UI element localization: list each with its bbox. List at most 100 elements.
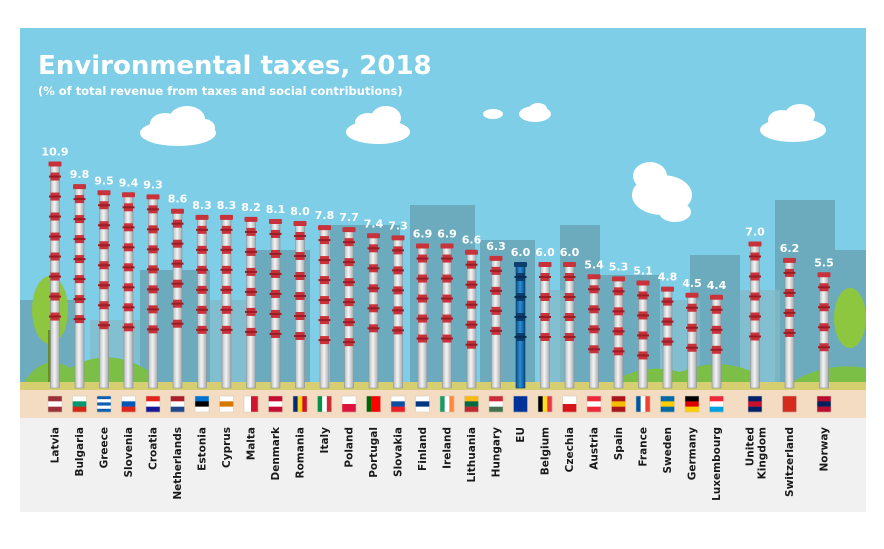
- category-label-line: Belgium: [540, 427, 552, 475]
- value-label-united-kingdom: 7.0: [745, 226, 765, 239]
- flag-stripe: [547, 396, 553, 412]
- chimney-ring: [783, 331, 796, 334]
- flag-border: [243, 395, 259, 413]
- chimney-cap: [538, 262, 552, 267]
- cloud: [346, 106, 410, 144]
- flag-stripe: [489, 406, 503, 413]
- chimney-ring: [196, 248, 208, 251]
- chimney-cap: [293, 221, 307, 226]
- category-label-line: Romania: [295, 427, 307, 479]
- chimney-ring: [171, 282, 184, 285]
- flag-stripe: [366, 396, 372, 412]
- chimney-ring: [612, 350, 625, 353]
- flag-estonia: [194, 395, 210, 413]
- chimney-ring: [269, 272, 282, 275]
- chimney-ring: [392, 329, 404, 332]
- category-label-line: Spain: [613, 427, 625, 460]
- chimney-ring: [245, 330, 257, 333]
- chimney-ring: [122, 286, 135, 289]
- value-label-portugal: 7.4: [364, 217, 384, 230]
- flag-stripe: [293, 396, 298, 412]
- flag-stripe: [48, 396, 62, 402]
- country-flags: [47, 395, 832, 413]
- bar-austria: [587, 274, 601, 389]
- chimney-ring: [465, 343, 478, 346]
- chart-title: Environmental taxes, 2018: [38, 51, 432, 81]
- flag-border: [47, 395, 63, 413]
- chimney-ring: [171, 302, 184, 305]
- flag-romania: [292, 395, 308, 413]
- flag-stripe: [170, 401, 185, 407]
- flag-norway: [816, 395, 832, 413]
- chimney-cap: [563, 262, 576, 267]
- flag-slovenia: [121, 395, 136, 413]
- chimney-ring: [539, 316, 551, 318]
- flag-border: [72, 395, 87, 413]
- chimney-ring: [318, 279, 331, 282]
- flag-border: [562, 395, 577, 413]
- flag-stripe: [170, 406, 185, 413]
- chimney-ring: [818, 286, 830, 289]
- flag-border: [537, 395, 553, 413]
- category-label-switzerland: Switzerland: [784, 427, 796, 497]
- clouds: [140, 103, 826, 222]
- flag-stripe: [322, 396, 328, 412]
- value-label-poland: 7.7: [339, 211, 359, 224]
- chimney-ring: [147, 268, 159, 271]
- flag-border: [513, 395, 528, 413]
- flag-stripe: [709, 401, 724, 407]
- category-label-line: Netherlands: [172, 427, 184, 500]
- chimney-ring: [49, 315, 61, 318]
- category-label-line: United: [745, 427, 757, 466]
- flag-stripe: [244, 396, 252, 412]
- flag-border: [219, 395, 234, 413]
- value-label-estonia: 8.3: [192, 199, 212, 212]
- flag-slovakia: [390, 395, 406, 413]
- chimney-ring: [122, 306, 135, 309]
- bar-croatia: [146, 194, 160, 389]
- value-labels: 10.99.8 9.5 9.4 9.3 8.6 8.3 8.3 8.2 8.1 8.0 7.8 7.7…: [41, 146, 833, 292]
- category-label-line: Estonia: [197, 427, 209, 471]
- chimney-ring: [563, 276, 576, 278]
- value-label-slovenia: 9.4: [119, 176, 139, 189]
- value-label-netherlands: 8.6: [168, 193, 188, 206]
- category-label-united-kingdom: UnitedKingdom: [745, 427, 769, 479]
- chimney-ring: [441, 277, 453, 280]
- chimney-ring: [710, 328, 723, 331]
- value-label-italy: 7.8: [315, 209, 335, 222]
- chimney-body: [491, 258, 501, 389]
- flag-finland: [415, 395, 430, 413]
- chimney-ring: [122, 246, 135, 249]
- chimney-ring: [73, 318, 86, 321]
- chimney-ring: [612, 290, 625, 293]
- bar-latvia: [48, 161, 62, 389]
- category-label-malta: Malta: [246, 427, 258, 460]
- flag-denmark: [268, 395, 283, 413]
- chimney-cap: [748, 241, 762, 247]
- chimney-ring: [490, 269, 502, 272]
- flag-stripe: [489, 401, 503, 407]
- chimney-ring: [73, 278, 86, 281]
- category-label-hungary: Hungary: [491, 427, 503, 478]
- flag-stripe: [48, 401, 62, 407]
- category-label-greece: Greece: [99, 427, 111, 468]
- flag-stripe: [611, 396, 626, 402]
- chimney-ring: [269, 332, 282, 335]
- flag-stripe: [415, 406, 430, 413]
- chimney-ring: [318, 319, 331, 322]
- chimney-ring: [294, 315, 306, 317]
- chimney-ring: [343, 261, 355, 264]
- flag-stripe: [72, 401, 87, 407]
- chimney-ring: [416, 297, 429, 300]
- category-label-line: Greece: [99, 427, 111, 468]
- flag-stripe: [219, 396, 234, 402]
- value-label-sweden: 4.8: [658, 271, 678, 284]
- chimney-body: [270, 221, 281, 389]
- flag-border: [660, 395, 675, 413]
- flag-croatia: [145, 395, 161, 413]
- flag-belgium: [537, 395, 553, 413]
- flag-stripe: [146, 401, 160, 407]
- flag-stripe: [326, 396, 332, 412]
- category-label-line: Cyprus: [221, 427, 233, 468]
- chimney-ring: [514, 296, 527, 298]
